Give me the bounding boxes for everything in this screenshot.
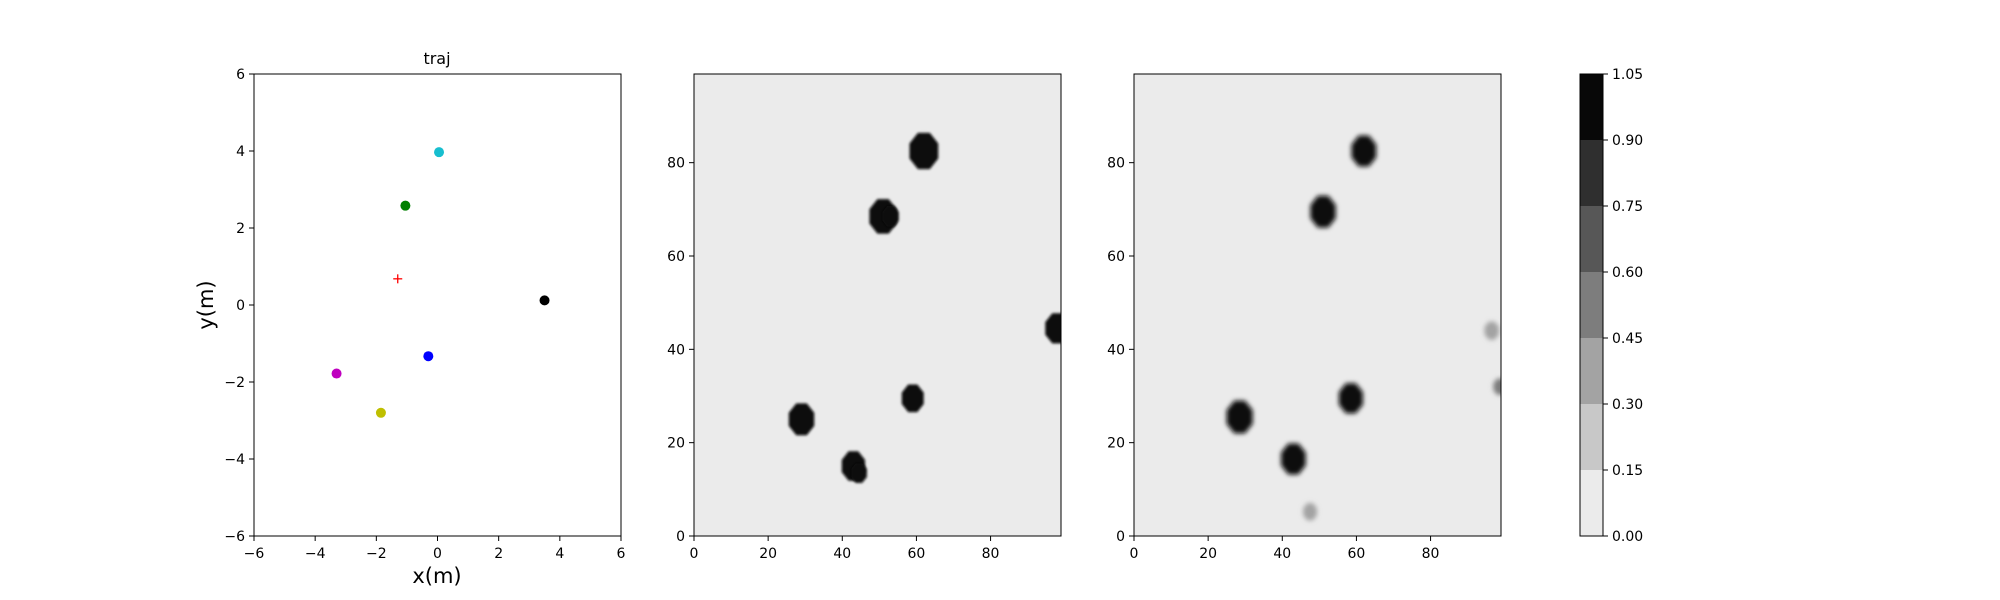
trajectory-points [331, 147, 550, 418]
y-tick-label: 80 [1107, 156, 1125, 172]
heatmap-1-background [694, 74, 1061, 536]
heatmap-2-obstacles [1226, 135, 1501, 521]
y-tick-label: 20 [667, 436, 685, 452]
obstacle-blob [1303, 503, 1317, 521]
colorbar-tick-label: 0.60 [1612, 265, 1643, 281]
occupancy-heatmap-1: 0 20 40 60 80 0 20 40 60 80 [667, 73, 1062, 562]
agent-point [423, 351, 434, 362]
heatmap-2-y-ticks: 0 20 40 60 80 [1107, 156, 1134, 545]
x-tick-label: 0 [690, 546, 699, 562]
x-tick-label: 0 [433, 546, 442, 562]
trajectory-plot-title: traj [423, 49, 450, 68]
y-tick-label: −6 [224, 529, 245, 545]
trajectory-plot-frame [253, 73, 622, 537]
colorbar-band [1580, 74, 1603, 140]
occupancy-heatmap-2: 0 20 40 60 80 0 20 40 60 80 [1107, 73, 1502, 562]
obstacle-blob [1310, 195, 1336, 228]
colorbar-band [1580, 338, 1603, 404]
y-tick-label: 20 [1107, 436, 1125, 452]
colorbar-tick-label: 0.75 [1612, 199, 1643, 215]
y-tick-label: −4 [224, 452, 245, 468]
x-tick-label: 40 [1273, 546, 1291, 562]
agent-point [434, 147, 445, 158]
agent-point [400, 200, 411, 211]
agent-point [539, 295, 550, 306]
x-tick-label: 0 [1130, 546, 1139, 562]
x-tick-label: 80 [1422, 546, 1440, 562]
x-tick-label: 60 [1348, 546, 1366, 562]
y-tick-label: 6 [236, 67, 245, 83]
colorbar-frame [1579, 73, 1604, 537]
trajectory-x-ticks: −6 −4 −2 0 2 4 6 [244, 536, 626, 562]
obstacle-blob [909, 132, 939, 170]
colorbar-tick-label: 0.45 [1612, 331, 1643, 347]
x-tick-label: 6 [617, 546, 626, 562]
y-tick-label: 4 [236, 144, 245, 160]
obstacle-blob [901, 384, 924, 413]
obstacle-blob [1226, 400, 1253, 434]
y-tick-label: 2 [236, 221, 245, 237]
obstacle-blob [1281, 443, 1306, 475]
x-tick-label: 80 [982, 546, 1000, 562]
agent-point [331, 368, 342, 379]
heatmap-2-x-ticks: 0 20 40 60 80 [1130, 536, 1440, 562]
heatmap-1-y-ticks: 0 20 40 60 80 [667, 156, 694, 545]
colorbar-band [1580, 272, 1603, 338]
obstacle-blob [788, 403, 815, 436]
x-tick-label: −6 [244, 546, 265, 562]
obstacle-blob [851, 463, 867, 483]
colorbar-tick-label: 1.05 [1612, 67, 1643, 83]
obstacle-blob [1484, 321, 1499, 340]
obstacle-blob [1493, 378, 1501, 395]
x-tick-label: −4 [305, 546, 326, 562]
trajectory-y-axis-label: y(m) [194, 280, 218, 329]
x-tick-label: 4 [555, 546, 564, 562]
colorbar-band [1580, 206, 1603, 272]
x-tick-label: 40 [833, 546, 851, 562]
colorbar-bands [1580, 74, 1603, 536]
colorbar-ticks: 0.00 0.15 0.30 0.45 0.60 0.75 0.90 1.05 [1603, 67, 1643, 545]
obstacle-blob [882, 206, 899, 227]
colorbar-band [1580, 140, 1603, 206]
colorbar-band [1580, 470, 1603, 536]
colorbar-tick-label: 0.30 [1612, 397, 1643, 413]
x-tick-label: 60 [908, 546, 926, 562]
trajectory-plot-area [254, 74, 621, 536]
heatmap-1-x-ticks: 0 20 40 60 80 [690, 536, 1000, 562]
agent-point [375, 407, 386, 418]
heatmap-1-frame [693, 73, 1062, 537]
heatmap-1-obstacles [788, 132, 1061, 483]
colorbar-tick-label: 0.15 [1612, 463, 1643, 479]
y-tick-label: 40 [667, 342, 685, 358]
trajectory-x-axis-label: x(m) [412, 564, 461, 588]
colorbar-tick-label: 0.00 [1612, 529, 1643, 545]
obstacle-blob [1351, 135, 1377, 167]
y-tick-label: 40 [1107, 342, 1125, 358]
heatmap-2-background [1134, 74, 1501, 536]
y-tick-label: 0 [236, 298, 245, 314]
x-tick-label: 20 [759, 546, 777, 562]
y-tick-label: 0 [676, 529, 685, 545]
obstacle-blob [1338, 383, 1363, 414]
y-tick-label: 0 [1116, 529, 1125, 545]
obstacle-blob [1045, 313, 1061, 344]
colorbar-tick-label: 0.90 [1612, 133, 1643, 149]
goal-marker [393, 274, 403, 284]
y-tick-label: 80 [667, 156, 685, 172]
y-tick-label: 60 [1107, 249, 1125, 265]
heatmap-2-frame [1133, 73, 1502, 537]
y-tick-label: 60 [667, 249, 685, 265]
trajectory-scatter-plot: traj −6 −4 −2 0 2 4 6 −6 −4 −2 0 2 4 6 x(m) y(m) [194, 49, 626, 588]
x-tick-label: −2 [366, 546, 387, 562]
trajectory-y-ticks: −6 −4 −2 0 2 4 6 [224, 67, 254, 545]
x-tick-label: 20 [1199, 546, 1217, 562]
colorbar: 0.00 0.15 0.30 0.45 0.60 0.75 0.90 1.05 [1579, 67, 1643, 545]
x-tick-label: 2 [494, 546, 503, 562]
colorbar-band [1580, 404, 1603, 470]
y-tick-label: −2 [224, 375, 245, 391]
